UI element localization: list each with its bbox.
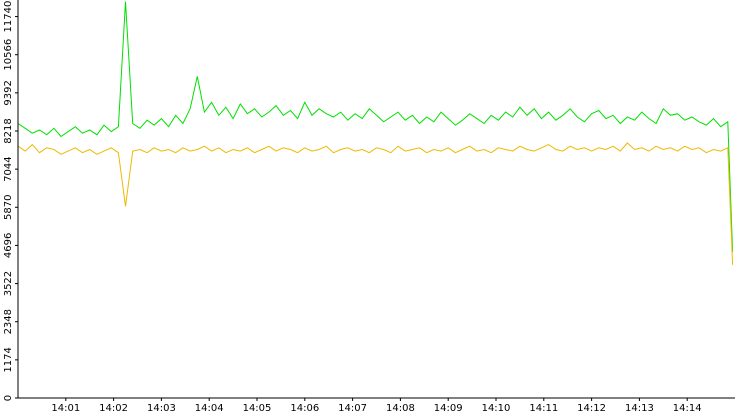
y-tick-label: 10566 bbox=[3, 39, 14, 71]
y-tick-label: 0 bbox=[3, 395, 14, 401]
y-tick-label: 1174 bbox=[3, 347, 14, 372]
y-tick-label: 3522 bbox=[3, 271, 14, 296]
x-tick-label: 14:11 bbox=[529, 403, 558, 414]
series-line bbox=[17, 142, 734, 265]
y-tick-label: 11740 bbox=[3, 1, 14, 33]
x-tick-label: 14:14 bbox=[673, 403, 702, 414]
y-tick-label: 7044 bbox=[3, 156, 14, 181]
y-tick-label: 4696 bbox=[3, 233, 14, 258]
x-tick-label: 14:03 bbox=[147, 403, 176, 414]
x-tick-label: 14:10 bbox=[482, 403, 511, 414]
x-tick-label: 14:06 bbox=[290, 403, 319, 414]
x-tick-label: 14:01 bbox=[51, 403, 80, 414]
x-tick-label: 14:08 bbox=[386, 403, 415, 414]
x-tick-label: 14:13 bbox=[625, 403, 654, 414]
x-tick-label: 14:05 bbox=[243, 403, 272, 414]
y-tick-label: 8218 bbox=[3, 118, 14, 143]
x-tick-label: 14:04 bbox=[195, 403, 224, 414]
x-tick-label: 14:07 bbox=[338, 403, 367, 414]
y-tick-label: 2348 bbox=[3, 309, 14, 334]
y-tick-label: 5870 bbox=[3, 195, 14, 220]
x-tick-label: 14:09 bbox=[434, 403, 463, 414]
x-tick-label: 14:12 bbox=[577, 403, 606, 414]
y-tick-label: 9392 bbox=[3, 80, 14, 105]
x-tick-label: 14:02 bbox=[99, 403, 128, 414]
series-line bbox=[17, 1, 734, 252]
